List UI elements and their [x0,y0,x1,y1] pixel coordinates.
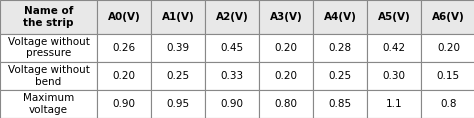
Bar [367,34,421,62]
Text: 0.8: 0.8 [440,99,456,109]
Bar [97,0,151,34]
Text: A1(V): A1(V) [162,12,195,22]
Bar [0,90,97,118]
Text: A5(V): A5(V) [378,12,411,22]
Text: 0.85: 0.85 [329,99,352,109]
Bar [259,34,313,62]
Bar [97,34,151,62]
Bar [205,0,259,34]
Text: 0.45: 0.45 [221,43,244,53]
Text: 0.90: 0.90 [113,99,136,109]
Text: A6(V): A6(V) [432,12,465,22]
Bar [367,62,421,90]
Text: Voltage without
pressure: Voltage without pressure [8,37,90,59]
Text: 0.80: 0.80 [275,99,298,109]
Bar [313,62,367,90]
Text: 0.25: 0.25 [167,71,190,81]
Bar [367,90,421,118]
Text: A4(V): A4(V) [324,12,357,22]
Text: 0.20: 0.20 [275,71,298,81]
Text: 0.39: 0.39 [167,43,190,53]
Bar [259,90,313,118]
Bar [313,34,367,62]
Text: A2(V): A2(V) [216,12,249,22]
Bar [205,90,259,118]
Bar [151,62,205,90]
Bar [0,0,97,34]
Text: Name of
the strip: Name of the strip [23,6,74,28]
Text: A3(V): A3(V) [270,12,303,22]
Text: 0.28: 0.28 [329,43,352,53]
Text: 0.20: 0.20 [275,43,298,53]
Bar [421,34,474,62]
Text: 0.15: 0.15 [437,71,460,81]
Text: Voltage without
bend: Voltage without bend [8,65,90,87]
Bar [151,0,205,34]
Bar [151,34,205,62]
Text: 0.30: 0.30 [383,71,406,81]
Text: 0.20: 0.20 [113,71,136,81]
Text: A0(V): A0(V) [108,12,141,22]
Bar [97,90,151,118]
Bar [259,62,313,90]
Bar [205,62,259,90]
Text: 0.42: 0.42 [383,43,406,53]
Text: 0.90: 0.90 [221,99,244,109]
Text: 1.1: 1.1 [386,99,403,109]
Bar [421,62,474,90]
Bar [313,90,367,118]
Text: 0.95: 0.95 [167,99,190,109]
Text: 0.33: 0.33 [221,71,244,81]
Bar [259,0,313,34]
Bar [313,0,367,34]
Bar [205,34,259,62]
Text: 0.26: 0.26 [113,43,136,53]
Bar [421,0,474,34]
Bar [0,62,97,90]
Text: 0.25: 0.25 [329,71,352,81]
Bar [367,0,421,34]
Bar [151,90,205,118]
Bar [97,62,151,90]
Bar [0,34,97,62]
Bar [421,90,474,118]
Text: 0.20: 0.20 [437,43,460,53]
Text: Maximum
voltage: Maximum voltage [23,93,74,115]
